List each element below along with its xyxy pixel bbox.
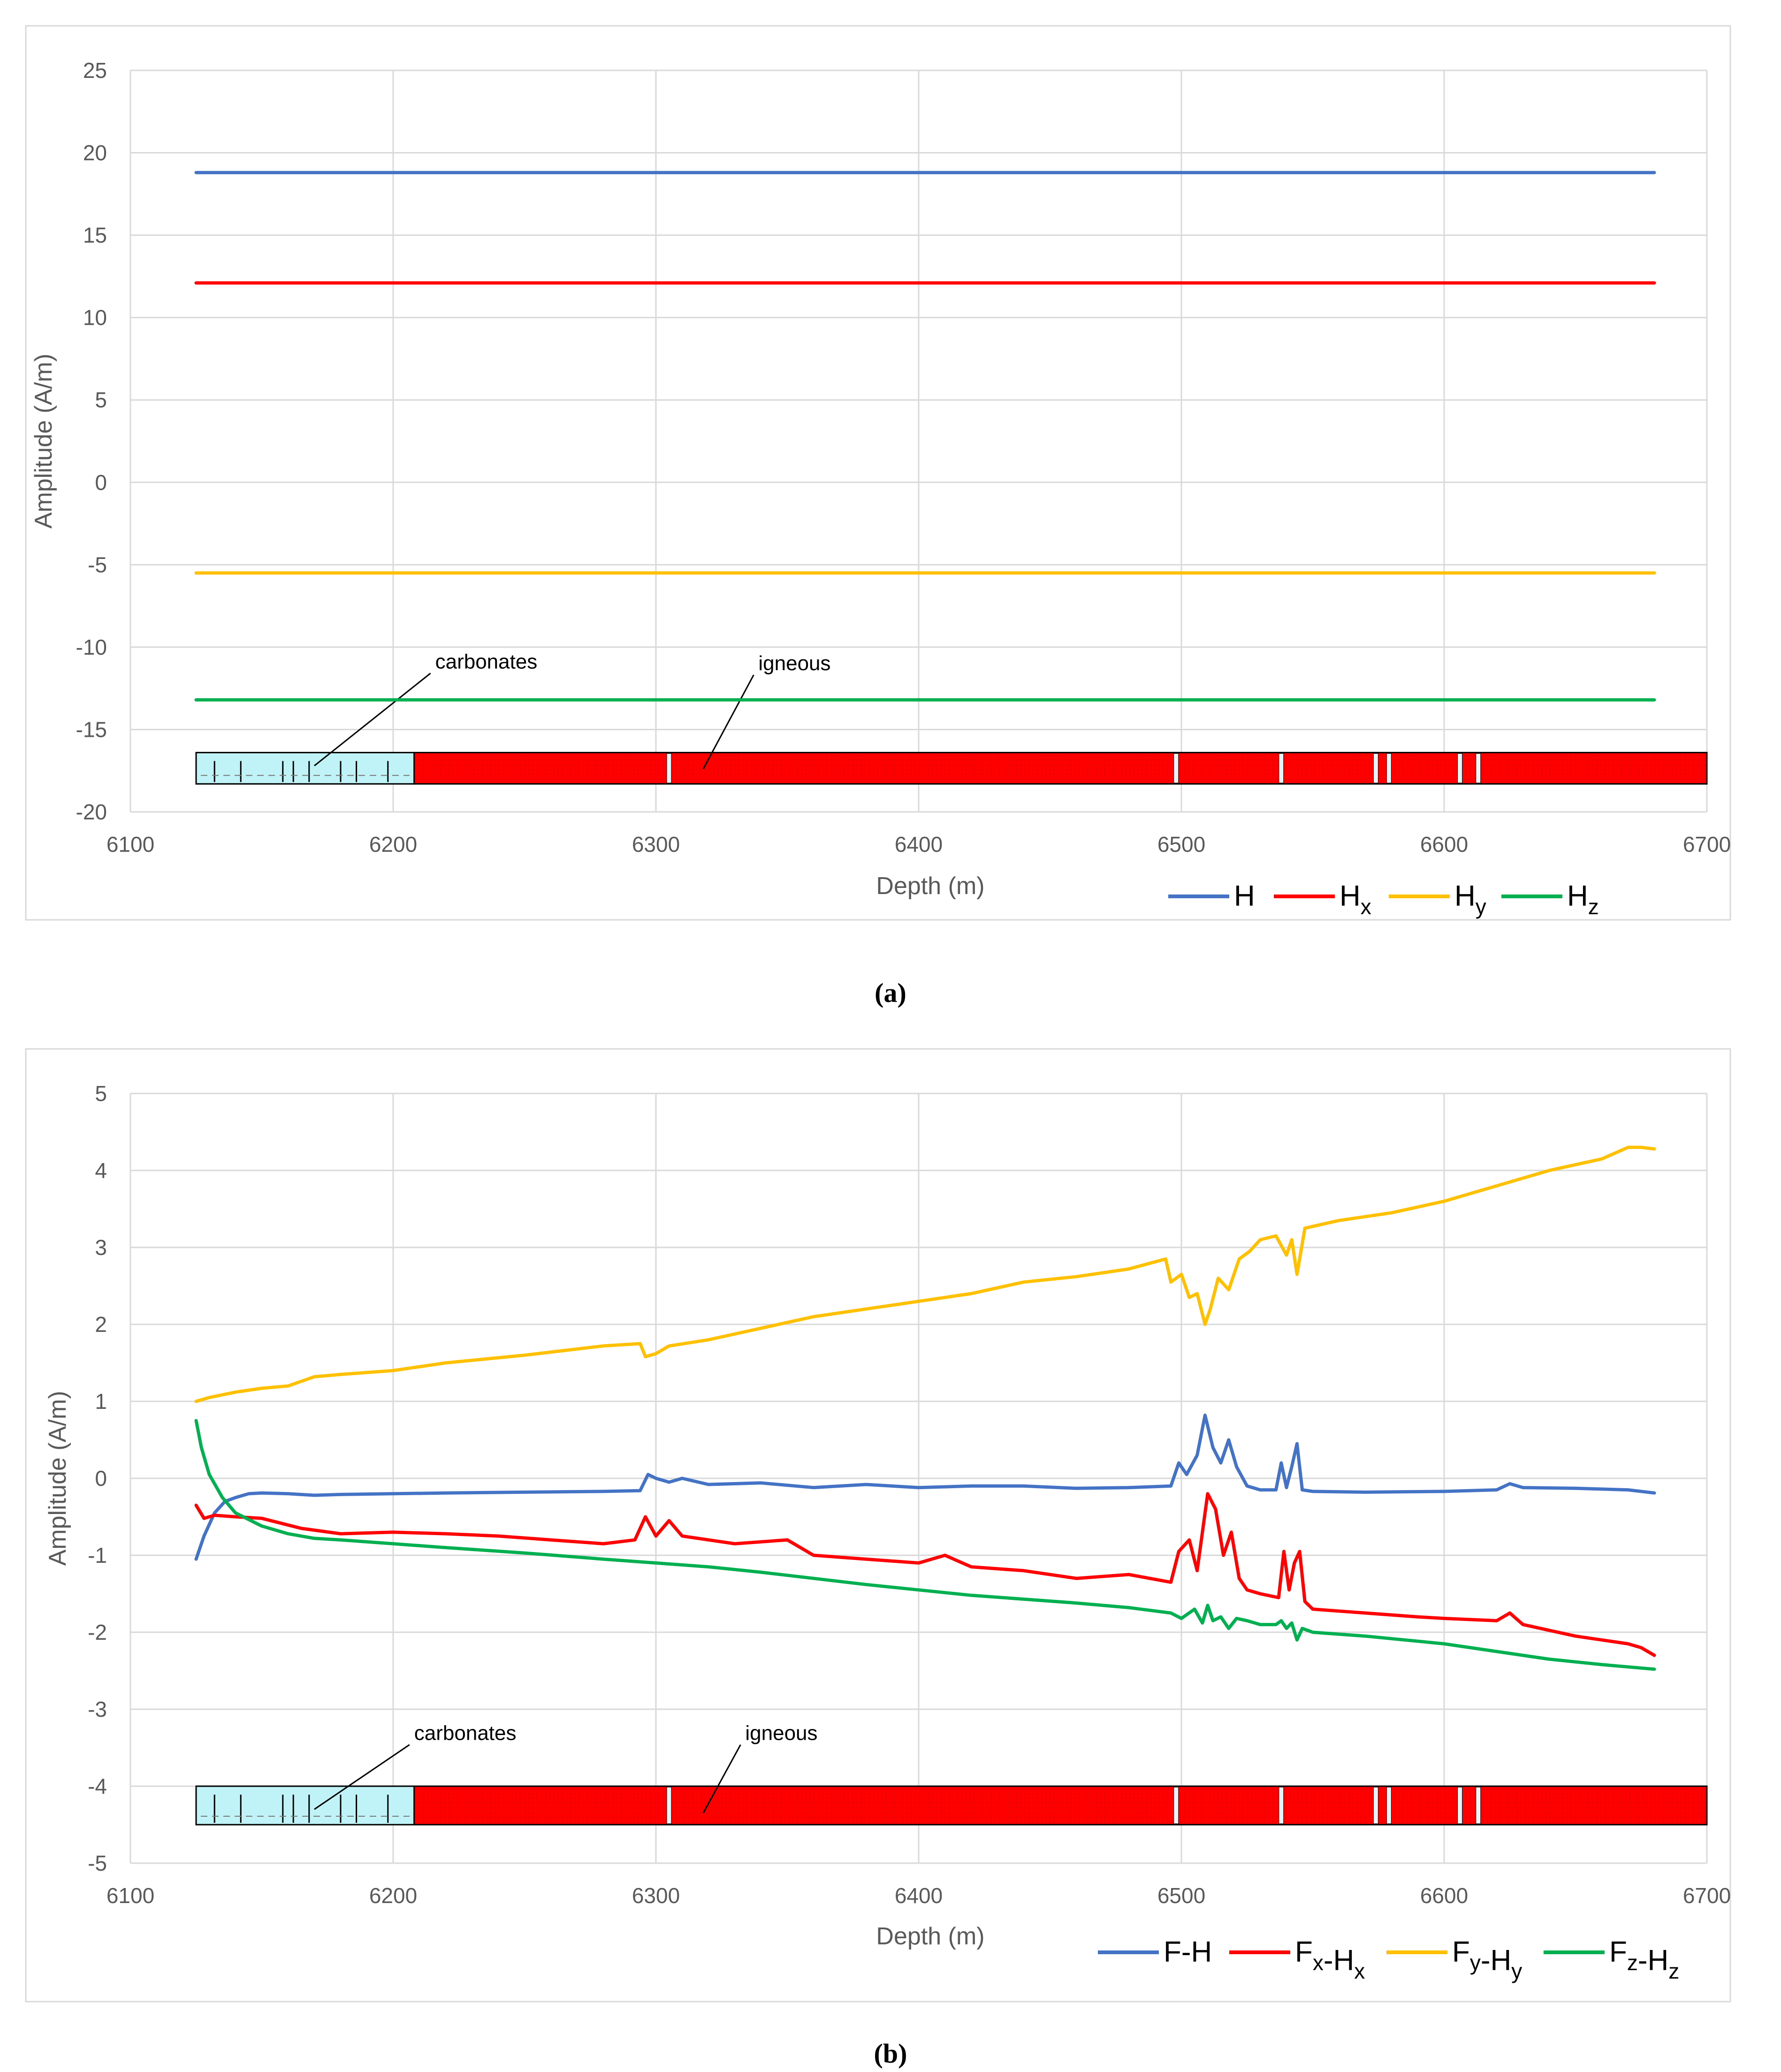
y-tick-label: 20 [83, 141, 107, 165]
lithology-break [666, 753, 672, 783]
lithology-column: carbonates igneous [195, 1722, 1708, 1826]
series-line-Fy-Hy [194, 1146, 1656, 1403]
y-tick-label: -5 [88, 1851, 107, 1875]
annotation-leader-line [314, 1744, 410, 1810]
y-tick-label: -15 [76, 717, 107, 742]
y-tick-label: 4 [95, 1158, 107, 1183]
y-tick-label: 1 [95, 1389, 107, 1414]
annotation-carbonates: carbonates [435, 650, 538, 673]
legend-label-Fz-Hz: Fz-Hz [1609, 1936, 1679, 1983]
y-tick-label: -10 [76, 635, 107, 659]
y-tick-label: 2 [95, 1312, 107, 1337]
legend-label-Fy-Hy: Fy-Hy [1452, 1936, 1522, 1983]
lithology-break [1476, 1787, 1481, 1824]
x-tick-label: 6600 [1420, 832, 1468, 856]
legend-label-Hx: Hx [1340, 880, 1371, 919]
series-lines [194, 1146, 1656, 1671]
x-tick-label: 6400 [895, 832, 943, 856]
x-tick-label: 6100 [107, 832, 154, 856]
lithology-break [666, 1787, 672, 1824]
annotation-igneous: igneous [745, 1722, 817, 1745]
y-tick-label: -5 [88, 552, 107, 577]
x-tick-label: 6100 [107, 1883, 154, 1908]
lithology-break [1373, 753, 1378, 783]
series-line-F-H [194, 1414, 1656, 1561]
lithology-break [1386, 753, 1392, 783]
lithology-break [1386, 1787, 1392, 1824]
annotation-leader-line [702, 674, 754, 770]
series-line-Fx-Hx [194, 1492, 1656, 1657]
y-tick-label: 10 [83, 306, 107, 330]
x-tick-label: 6500 [1157, 1883, 1205, 1908]
legend-label-F-H: F-H [1164, 1936, 1212, 1968]
panel-caption: (b) [874, 2038, 907, 2069]
y-tick-label: -1 [88, 1543, 107, 1567]
lithology-break [1457, 1787, 1463, 1824]
x-tick-label: 6700 [1683, 832, 1731, 856]
lithology-break [1173, 753, 1179, 783]
y-tick-label: 15 [83, 223, 107, 247]
legend-label-Fx-Hx: Fx-Hx [1295, 1936, 1365, 1983]
annotation-leader-line [702, 1744, 741, 1814]
y-tick-label: -2 [88, 1620, 107, 1644]
x-tick-label: 6400 [895, 1883, 943, 1908]
x-tick-label: 6500 [1157, 832, 1205, 856]
lithology-break [1476, 753, 1481, 783]
annotation-carbonates: carbonates [414, 1722, 517, 1745]
lithology-break [1373, 1787, 1378, 1824]
y-axis-label: Amplitude (A/m) [30, 354, 57, 529]
y-tick-label: -4 [88, 1774, 107, 1798]
gridlines [129, 69, 1708, 813]
y-tick-label: -20 [76, 800, 107, 824]
y-tick-label: 5 [95, 1081, 107, 1106]
lithology-igneous [413, 1785, 1708, 1826]
legend: H Hx Hy Hz [1168, 880, 1599, 919]
legend-label-Hz: Hz [1567, 880, 1599, 919]
chart-frame [25, 1048, 1731, 2003]
x-tick-label: 6300 [632, 832, 680, 856]
x-tick-label: 6200 [369, 832, 417, 856]
y-tick-label: 5 [95, 388, 107, 412]
x-tick-label: 6300 [632, 1883, 680, 1908]
panel-caption: (a) [875, 978, 906, 1008]
annotation-leader-line [314, 673, 431, 766]
legend: F-H Fx-Hx Fy-Hy Fz-Hz [1098, 1936, 1679, 1983]
lithology-break [1279, 753, 1284, 783]
legend-label-Hy: Hy [1454, 880, 1486, 919]
series-line-Fz-Hz [194, 1419, 1656, 1671]
y-tick-label: 25 [83, 58, 107, 83]
lithology-column: carbonates igneous [195, 650, 1708, 785]
x-tick-label: 6700 [1683, 1883, 1731, 1908]
x-axis-label: Depth (m) [876, 1923, 984, 1950]
lithology-break [1173, 1787, 1179, 1824]
y-tick-label: 0 [95, 470, 107, 495]
chart-frame [25, 25, 1731, 921]
lithology-break [1457, 753, 1463, 783]
legend-label-H: H [1234, 880, 1255, 912]
y-tick-label: 0 [95, 1466, 107, 1491]
y-tick-label: -3 [88, 1697, 107, 1721]
lithology-break [1279, 1787, 1284, 1824]
x-tick-label: 6200 [369, 1883, 417, 1908]
x-tick-label: 6600 [1420, 1883, 1468, 1908]
lithology-igneous [413, 752, 1708, 785]
series-lines [194, 171, 1656, 702]
annotation-igneous: igneous [758, 652, 830, 675]
y-tick-label: 3 [95, 1235, 107, 1260]
x-axis-label: Depth (m) [876, 872, 984, 900]
y-axis-label: Amplitude (A/m) [44, 1391, 71, 1566]
lithology-carbonates [195, 1785, 415, 1826]
lithology-carbonates [195, 752, 415, 785]
